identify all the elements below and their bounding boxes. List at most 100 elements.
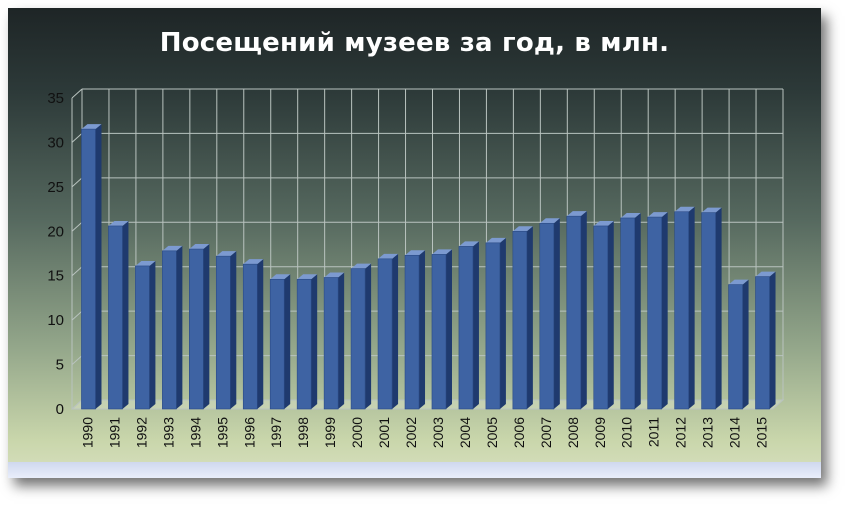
bar-side xyxy=(499,237,506,409)
x-tick-label: 2004 xyxy=(457,417,473,448)
bar-side xyxy=(122,220,129,409)
x-tick-label: 2012 xyxy=(673,417,689,448)
bar-top xyxy=(405,250,426,256)
bar xyxy=(269,278,285,410)
x-tick-label: 1996 xyxy=(241,417,257,448)
bar-chart-plot: 0 5 10 15 20 25 30 35 1990 1991 1992 1993 1994 1995 19… xyxy=(47,88,785,448)
bar-top xyxy=(620,212,641,218)
x-tick-label: 2003 xyxy=(430,417,446,448)
bar-side xyxy=(284,274,291,409)
bar-top xyxy=(755,271,776,277)
x-tick-label: 1998 xyxy=(295,417,311,448)
x-tick-label: 1997 xyxy=(268,417,284,448)
bar xyxy=(242,263,258,410)
gridline-side xyxy=(71,88,83,99)
x-tick-label: 1990 xyxy=(79,417,95,448)
bar-side xyxy=(688,206,695,409)
bar-side xyxy=(472,241,479,409)
bar-top xyxy=(728,279,749,285)
bar-side xyxy=(742,279,749,409)
x-tick-label: 1993 xyxy=(160,417,176,448)
x-tick-label: 1995 xyxy=(214,417,230,448)
gridline-side xyxy=(71,221,83,232)
bar-top xyxy=(270,274,291,280)
bar xyxy=(566,215,582,410)
bar xyxy=(512,230,528,410)
bar xyxy=(296,278,312,410)
bar-side xyxy=(176,245,183,409)
bar-side xyxy=(95,124,102,409)
x-tick-label: 2005 xyxy=(484,417,500,448)
bar-top xyxy=(324,272,345,278)
bar xyxy=(350,268,366,410)
x-tick-label: 2009 xyxy=(592,417,608,448)
bar-top xyxy=(485,237,506,243)
bar-top xyxy=(593,220,614,226)
bar-side xyxy=(203,244,210,409)
bar-top xyxy=(189,244,210,250)
bar-top xyxy=(566,211,587,217)
bar-top xyxy=(297,274,318,280)
bar xyxy=(674,211,689,410)
bar-side xyxy=(634,212,641,409)
bar xyxy=(593,225,609,410)
bar-side xyxy=(661,212,668,409)
x-tick-label: 2011 xyxy=(646,417,662,447)
bar-top xyxy=(243,259,264,265)
bar xyxy=(701,212,716,410)
bar xyxy=(539,222,555,410)
bar xyxy=(458,246,474,410)
bar-side xyxy=(526,226,533,409)
bar xyxy=(728,284,743,410)
bar xyxy=(323,277,339,410)
bar-top xyxy=(458,241,479,247)
gridline-side xyxy=(71,399,83,410)
x-tick-label: 2013 xyxy=(700,417,716,448)
bar xyxy=(431,254,447,410)
x-tick-label: 1992 xyxy=(133,417,149,448)
bar-side xyxy=(580,211,587,409)
bar-top xyxy=(701,207,722,213)
y-tick-label: 30 xyxy=(47,134,64,151)
x-tick-label: 2000 xyxy=(349,417,365,448)
x-tick-label: 2001 xyxy=(376,417,392,448)
bar-side xyxy=(607,220,614,409)
x-tick-label: 2014 xyxy=(727,417,743,448)
y-tick-label: 35 xyxy=(47,90,64,107)
x-tick-label: 2007 xyxy=(538,417,554,448)
x-tick-label: 1999 xyxy=(322,417,338,448)
gridline-side xyxy=(71,177,83,188)
bar-top xyxy=(81,124,102,130)
bar-side xyxy=(338,272,345,409)
bar-side xyxy=(553,218,560,409)
y-tick-label: 15 xyxy=(47,268,64,285)
bar-side xyxy=(419,250,426,409)
bar-top xyxy=(216,251,237,257)
bar-side xyxy=(769,271,776,409)
bar xyxy=(162,250,177,410)
bar-side xyxy=(365,263,372,409)
bar xyxy=(647,216,662,410)
bar-side xyxy=(311,274,318,409)
bar-top xyxy=(512,226,533,232)
bar xyxy=(377,258,393,410)
bar xyxy=(189,248,204,410)
bar xyxy=(108,225,123,410)
bar xyxy=(81,128,96,410)
bar-side xyxy=(257,259,264,409)
bar xyxy=(485,242,501,410)
bar-top xyxy=(351,263,372,269)
bar-top xyxy=(135,260,156,266)
bar-side xyxy=(149,260,156,409)
bar xyxy=(215,255,231,410)
bar-top xyxy=(674,206,695,212)
bar-top xyxy=(378,253,399,259)
bar xyxy=(755,276,770,410)
bar-top xyxy=(108,220,129,226)
y-tick-label: 10 xyxy=(47,312,64,329)
x-tick-label: 2006 xyxy=(511,417,527,448)
x-tick-label: 2010 xyxy=(619,417,635,448)
bar-top xyxy=(647,212,668,218)
y-tick-label: 0 xyxy=(56,401,64,418)
y-tick-label: 25 xyxy=(47,179,64,196)
